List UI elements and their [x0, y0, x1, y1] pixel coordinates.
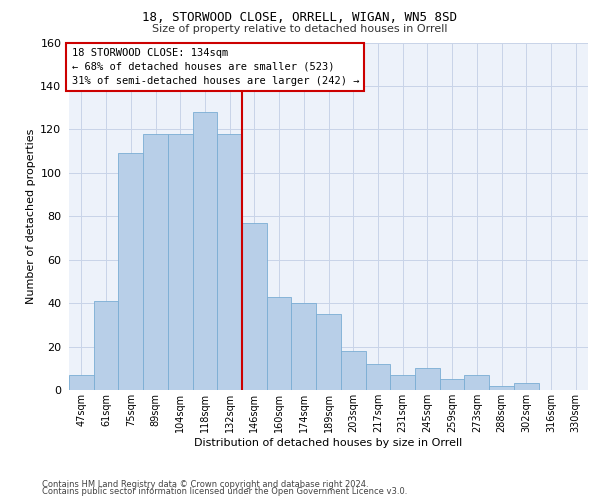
Bar: [365, 364, 390, 390]
Bar: [464, 375, 489, 390]
Bar: [118, 154, 143, 390]
Bar: [143, 134, 168, 390]
Bar: [217, 134, 242, 390]
Text: Size of property relative to detached houses in Orrell: Size of property relative to detached ho…: [152, 24, 448, 34]
Bar: [242, 223, 267, 390]
Bar: [390, 375, 415, 390]
Bar: [193, 112, 217, 390]
Bar: [489, 386, 514, 390]
Bar: [94, 301, 118, 390]
Bar: [341, 351, 365, 390]
Bar: [514, 384, 539, 390]
Y-axis label: Number of detached properties: Number of detached properties: [26, 128, 36, 304]
Text: Contains public sector information licensed under the Open Government Licence v3: Contains public sector information licen…: [42, 487, 407, 496]
Bar: [440, 379, 464, 390]
Text: 18 STORWOOD CLOSE: 134sqm
← 68% of detached houses are smaller (523)
31% of semi: 18 STORWOOD CLOSE: 134sqm ← 68% of detac…: [71, 48, 359, 86]
Text: Contains HM Land Registry data © Crown copyright and database right 2024.: Contains HM Land Registry data © Crown c…: [42, 480, 368, 489]
Bar: [316, 314, 341, 390]
Bar: [168, 134, 193, 390]
Text: 18, STORWOOD CLOSE, ORRELL, WIGAN, WN5 8SD: 18, STORWOOD CLOSE, ORRELL, WIGAN, WN5 8…: [143, 11, 458, 24]
X-axis label: Distribution of detached houses by size in Orrell: Distribution of detached houses by size …: [194, 438, 463, 448]
Bar: [415, 368, 440, 390]
Bar: [267, 296, 292, 390]
Bar: [292, 303, 316, 390]
Bar: [69, 375, 94, 390]
